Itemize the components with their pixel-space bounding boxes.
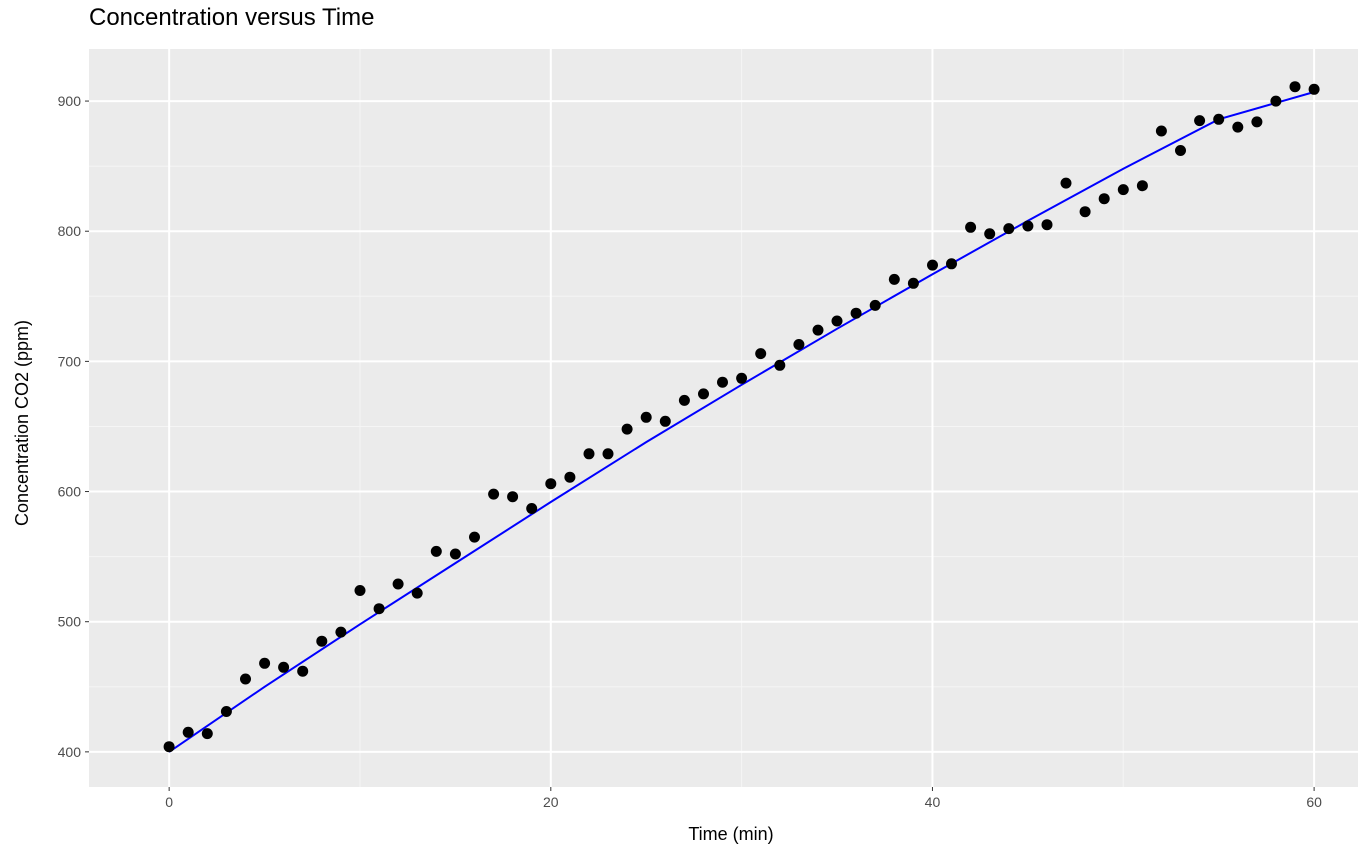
data-point [564, 471, 576, 483]
data-point [526, 503, 538, 514]
data-point [1117, 184, 1129, 196]
data-point [812, 324, 824, 336]
data-point [545, 478, 557, 490]
data-point [507, 491, 519, 503]
data-point [965, 221, 977, 233]
data-point [717, 376, 728, 388]
data-point [278, 661, 290, 673]
data-point [621, 423, 633, 435]
data-point [1136, 180, 1148, 192]
data-point [888, 273, 900, 285]
fit-line-group [168, 91, 1315, 753]
data-point [698, 388, 709, 400]
data-point [335, 626, 347, 638]
data-point [583, 448, 595, 460]
data-point [1079, 206, 1091, 218]
data-point [1175, 145, 1186, 156]
y-tick-label: 900 [58, 93, 82, 109]
data-point [1041, 219, 1053, 231]
chart-title: Concentration versus Time [89, 4, 375, 31]
fit-line [168, 91, 1315, 753]
data-point [1213, 113, 1225, 125]
data-point [1289, 81, 1301, 93]
data-point [430, 545, 442, 557]
data-point [1003, 223, 1015, 235]
data-point [259, 657, 271, 669]
x-axis-title: Time (min) [688, 824, 773, 844]
y-tick-label: 600 [58, 484, 82, 500]
data-point [907, 277, 919, 289]
data-point [411, 587, 423, 599]
y-axis: 400 500 600 700 800 900 [58, 93, 89, 760]
data-point [793, 339, 805, 350]
y-tick-label: 400 [58, 744, 82, 760]
y-tick-label: 500 [58, 614, 82, 630]
data-point [182, 726, 194, 738]
data-point [1308, 83, 1320, 95]
data-points [163, 81, 1320, 753]
data-point [1098, 193, 1110, 205]
data-point [1270, 95, 1282, 107]
data-point [488, 488, 500, 500]
data-point [354, 585, 366, 596]
data-point [736, 372, 748, 384]
data-point [392, 578, 404, 590]
data-point [602, 448, 614, 460]
data-point [1060, 177, 1072, 189]
data-point [946, 258, 957, 270]
data-point [984, 228, 996, 240]
data-point [927, 259, 938, 271]
data-point [755, 348, 767, 360]
data-point [449, 548, 461, 560]
data-point [201, 728, 213, 740]
data-point [469, 531, 480, 543]
data-point [1232, 121, 1244, 133]
x-tick-label: 20 [543, 794, 559, 810]
data-point [659, 415, 671, 427]
data-point [640, 411, 652, 423]
data-point [774, 359, 786, 371]
data-point [1155, 125, 1167, 137]
data-point [850, 307, 862, 319]
y-axis-title: Concentration CO2 (ppm) [12, 320, 32, 526]
minor-gridlines [89, 49, 1358, 787]
x-axis: 0 20 40 60 [165, 787, 1322, 810]
data-point [1251, 116, 1263, 128]
x-tick-label: 40 [925, 794, 941, 810]
y-tick-label: 800 [58, 223, 82, 239]
major-gridlines [89, 49, 1358, 787]
data-point [220, 706, 232, 717]
data-point [1194, 115, 1206, 127]
data-point [869, 299, 881, 311]
x-tick-label: 0 [165, 794, 173, 810]
data-point [373, 603, 385, 615]
data-point [163, 741, 175, 753]
data-point [240, 673, 251, 685]
data-point [678, 394, 690, 406]
y-tick-label: 700 [58, 353, 82, 369]
data-point [316, 635, 328, 647]
data-point [831, 315, 843, 327]
x-tick-label: 60 [1306, 794, 1322, 810]
data-point [297, 665, 309, 677]
data-point [1022, 220, 1034, 232]
